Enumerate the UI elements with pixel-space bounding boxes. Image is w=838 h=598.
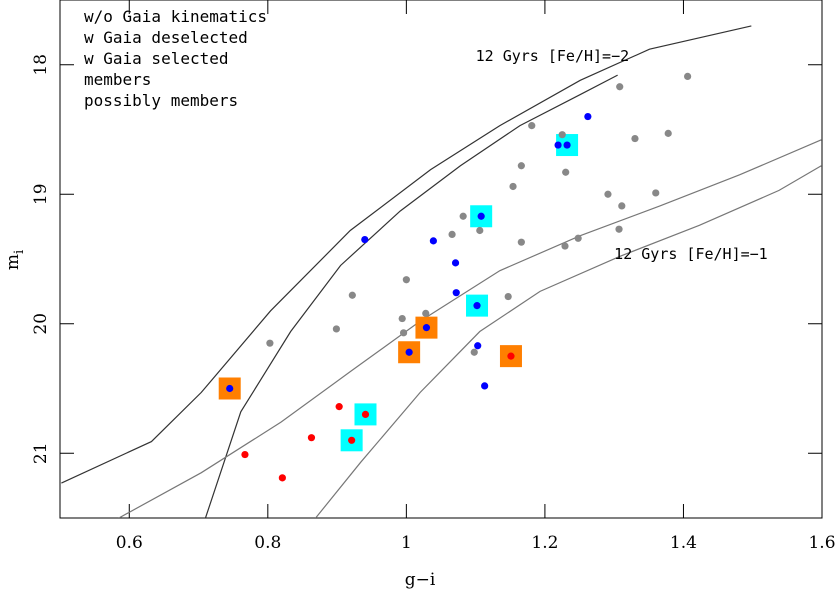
isochrone: [118, 139, 822, 518]
x-tick-label: 1: [401, 533, 412, 553]
y-axis-label-main: m: [3, 254, 23, 270]
star-point: [618, 202, 626, 210]
plot-area: [61, 25, 822, 518]
star-point: [631, 134, 639, 143]
star-point: [561, 242, 569, 250]
star-point: [398, 314, 406, 323]
star-point: [616, 83, 624, 91]
star-point: [448, 230, 456, 238]
star-point: [405, 348, 413, 356]
star-point: [451, 259, 460, 267]
star-point: [474, 342, 482, 350]
star-point: [459, 212, 467, 220]
legend-entry: members: [84, 70, 151, 89]
star-point: [517, 238, 525, 246]
star-point: [470, 348, 478, 356]
isochrone: [61, 25, 752, 484]
isochrone: [204, 74, 618, 518]
y-tick-label: 20: [31, 313, 51, 335]
x-tick-label: 0.8: [254, 533, 281, 553]
y-tick-label: 18: [31, 54, 51, 76]
star-point: [226, 384, 234, 393]
star-point: [615, 225, 623, 233]
star-point: [241, 450, 249, 459]
star-point: [332, 325, 340, 333]
legend-entry: w Gaia selected: [84, 49, 229, 68]
legend-entry: w/o Gaia kinematics: [84, 7, 267, 26]
star-point: [399, 329, 408, 337]
x-tick-label: 0.6: [116, 533, 143, 553]
y-axis-label-sub: i: [12, 250, 27, 254]
annotation: 12 Gyrs [Fe/H]=−1: [614, 245, 768, 263]
star-point: [477, 212, 485, 220]
star-point: [558, 131, 566, 139]
star-point: [554, 141, 562, 149]
star-point: [361, 410, 370, 418]
plot-frame: [59, 0, 823, 519]
star-point: [402, 276, 410, 284]
star-point: [563, 141, 571, 149]
y-axis-label: mi: [3, 250, 27, 270]
legend-entry: possibly members: [84, 91, 238, 110]
star-point: [307, 434, 316, 442]
star-point: [422, 309, 430, 317]
x-tick-label: 1.2: [531, 533, 558, 553]
star-point: [422, 324, 431, 332]
star-point: [348, 436, 356, 444]
star-point: [528, 122, 536, 130]
legend-entry: w Gaia deselected: [84, 28, 248, 47]
annotation: 12 Gyrs [Fe/H]=−2: [476, 47, 630, 65]
star-point: [429, 237, 437, 245]
star-point: [335, 403, 343, 411]
star-point: [481, 382, 489, 390]
star-point: [664, 129, 672, 137]
star-point: [473, 302, 481, 310]
star-point: [476, 226, 484, 235]
star-point: [504, 292, 512, 301]
star-point: [452, 289, 460, 297]
star-point: [604, 190, 612, 198]
star-point: [266, 339, 274, 347]
star-point: [509, 182, 517, 191]
x-tick-label: 1.4: [670, 533, 697, 553]
isochrone: [315, 165, 822, 518]
x-axis-label: g−i: [405, 570, 436, 590]
y-tick-label: 21: [31, 442, 51, 464]
star-point: [517, 162, 525, 170]
star-point: [584, 112, 592, 121]
x-tick-label: 1.6: [808, 533, 835, 553]
star-point: [278, 474, 286, 482]
star-point: [348, 291, 356, 299]
star-point: [574, 234, 582, 242]
star-point: [684, 72, 692, 81]
star-point: [507, 352, 515, 360]
y-tick-label: 19: [31, 183, 51, 205]
star-point: [652, 189, 660, 197]
star-point: [562, 168, 570, 176]
star-point: [361, 235, 369, 244]
